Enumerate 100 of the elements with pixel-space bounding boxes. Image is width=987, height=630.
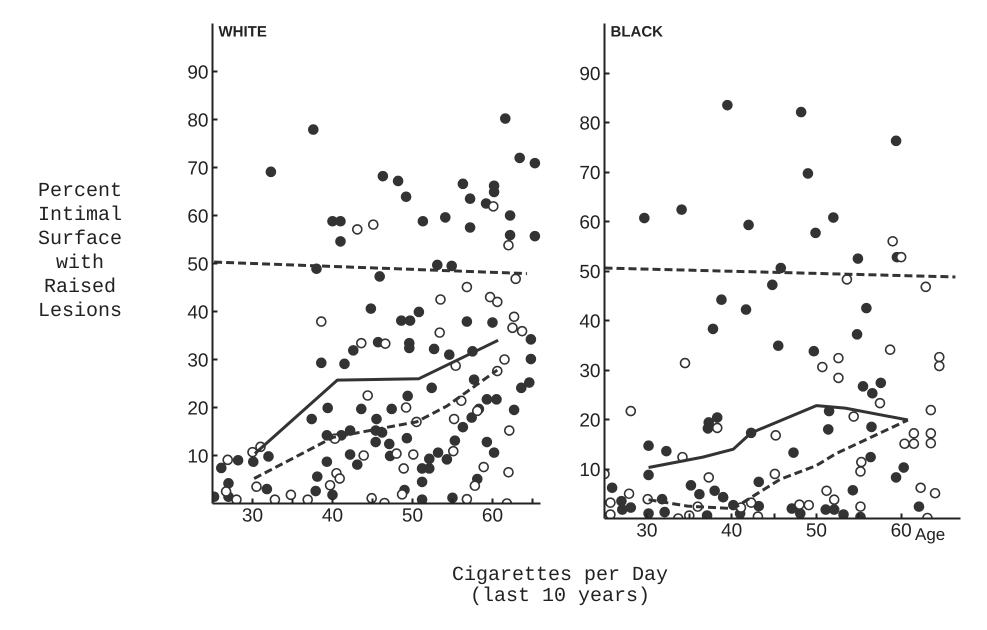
point [934, 352, 945, 362]
x-tick-label: 40 [322, 506, 344, 526]
point [712, 422, 723, 434]
point [770, 468, 780, 480]
y-tick-label: 50 [187, 254, 209, 276]
y-tick-label: 80 [187, 110, 209, 132]
point [391, 448, 402, 459]
point [352, 224, 363, 235]
point [503, 240, 514, 251]
point [703, 472, 714, 483]
point [887, 236, 898, 247]
point [605, 497, 616, 508]
point [855, 466, 866, 477]
point [362, 390, 373, 401]
point [510, 274, 521, 284]
point [222, 454, 233, 466]
point [856, 456, 867, 468]
point [478, 462, 489, 472]
point [855, 501, 866, 512]
point [380, 338, 391, 349]
y-tick-label: 20 [187, 398, 209, 420]
point [926, 428, 936, 439]
point [828, 494, 840, 505]
point [462, 494, 472, 504]
y-tick-label: 30 [579, 361, 601, 382]
point [434, 327, 445, 338]
point [833, 352, 844, 364]
chart-title: WHITE [218, 24, 267, 40]
x-tick-label: 50 [402, 506, 424, 526]
point [874, 398, 886, 408]
point [803, 500, 814, 510]
y-tick-label: 10 [187, 446, 209, 468]
point [220, 486, 232, 497]
point [920, 282, 932, 292]
point [516, 326, 528, 336]
point [231, 494, 242, 504]
chart-title: BLACK [610, 24, 664, 40]
point [302, 494, 313, 504]
point [448, 414, 460, 424]
point [833, 372, 844, 384]
point [324, 480, 336, 491]
point [908, 438, 920, 450]
y-tick-label: 60 [187, 206, 209, 228]
x-tick-label: 40 [721, 520, 742, 542]
point [507, 322, 518, 334]
point [368, 219, 379, 230]
point [504, 425, 515, 436]
point [400, 402, 412, 413]
x-tick-label: 60 [482, 506, 504, 526]
point [605, 509, 616, 518]
point [908, 428, 920, 439]
y-tick-label: 70 [187, 158, 209, 180]
point [499, 354, 510, 365]
x-tick-label: 60 [890, 520, 912, 542]
x-tick-label: 50 [806, 520, 827, 542]
point [316, 316, 327, 327]
x-tick-label: 30 [636, 520, 658, 542]
point [448, 446, 459, 456]
point [884, 344, 896, 355]
x-tick-label: 30 [242, 506, 264, 526]
point [926, 404, 936, 416]
point [408, 449, 419, 460]
point [915, 482, 926, 494]
point [680, 358, 690, 368]
y-tick-label: 30 [187, 350, 209, 372]
point [926, 438, 936, 449]
point [934, 360, 945, 372]
point [462, 282, 472, 292]
y-tick-label: 10 [579, 460, 601, 481]
point [821, 485, 832, 496]
point [270, 494, 280, 504]
point [746, 497, 756, 508]
y-axis-title: Percent Intimal Surface with Raised Lesions [38, 180, 122, 324]
x-axis-title: Cigarettes per Day (last 10 years) [452, 564, 668, 608]
y-tick-label: 40 [579, 312, 601, 332]
y-tick-label: 70 [579, 163, 601, 184]
y-tick-label: 90 [187, 62, 209, 84]
point [286, 490, 296, 500]
point [930, 488, 940, 499]
point [470, 480, 480, 492]
point [817, 362, 828, 372]
point [842, 274, 852, 285]
y-tick-label: 50 [579, 262, 601, 283]
point [794, 499, 805, 510]
y-tick-label: 60 [579, 212, 601, 234]
point [356, 338, 367, 348]
y-tick-label: 80 [579, 114, 601, 134]
point [492, 296, 503, 308]
point [334, 473, 345, 484]
point [899, 438, 910, 450]
point [503, 467, 514, 478]
point [625, 406, 636, 416]
point [848, 411, 859, 422]
point [398, 463, 409, 474]
point [484, 292, 496, 302]
y-tick-label: 40 [187, 302, 209, 324]
point [508, 311, 520, 322]
y-tick-label: 20 [579, 410, 601, 432]
point [435, 294, 446, 305]
y-tick-label: 90 [579, 64, 601, 85]
